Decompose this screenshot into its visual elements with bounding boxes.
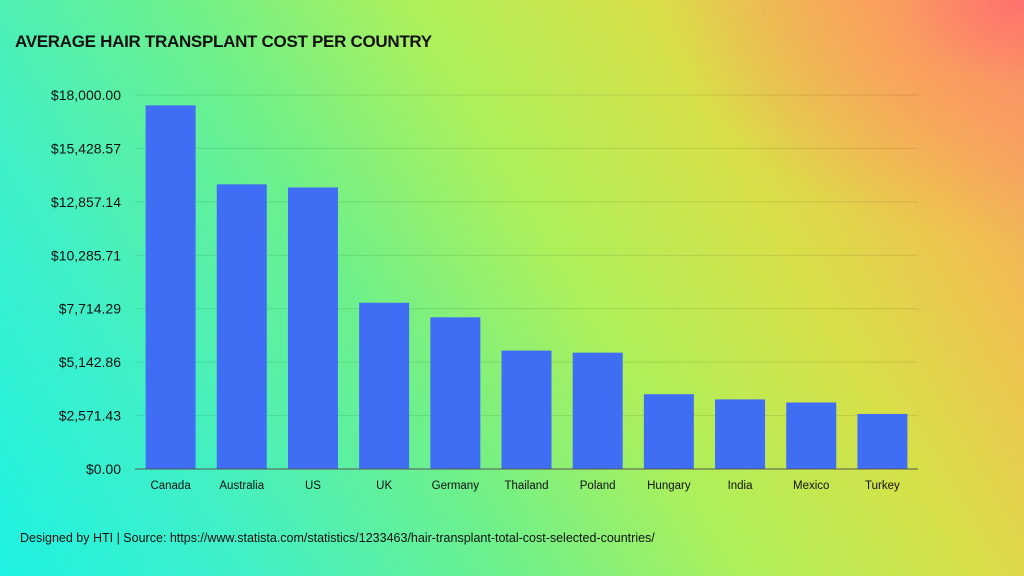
y-tick-label: $15,428.57 [51, 140, 121, 156]
bar [430, 317, 481, 469]
x-tick-label: UK [376, 480, 392, 492]
bars [145, 105, 908, 469]
bar [786, 402, 837, 469]
bar [857, 413, 908, 469]
y-tick-label: $7,714.29 [59, 301, 121, 317]
bar [501, 350, 552, 469]
x-tick-label: Germany [432, 480, 480, 492]
x-axis: Canada Australia US UK Germany Thailand Poland… [135, 468, 918, 492]
y-tick-label: $12,857.14 [51, 194, 121, 210]
y-tick-label: $18,000.00 [51, 87, 121, 103]
bar [145, 105, 196, 469]
x-tick-label: India [728, 480, 754, 492]
bar [572, 352, 623, 469]
bar [216, 184, 267, 469]
bar [359, 302, 410, 469]
x-tick-label: Australia [219, 480, 264, 492]
bar [715, 399, 766, 469]
y-tick-label: $2,571.43 [59, 408, 121, 424]
y-axis: $0.00 $2,571.43 $5,142.86 $7,714.29 $10,285.… [51, 87, 121, 477]
bar [287, 187, 338, 469]
y-tick-label: $5,142.86 [59, 354, 121, 370]
x-tick-label: Hungary [647, 480, 691, 492]
source-credit: Designed by HTI | Source: https://www.st… [20, 531, 655, 545]
x-tick-label: Mexico [793, 480, 829, 492]
x-tick-label: US [305, 480, 321, 492]
x-tick-label: Thailand [504, 480, 548, 492]
x-tick-label: Turkey [865, 480, 900, 492]
x-tick-label: Poland [580, 480, 616, 492]
x-tick-label: Canada [150, 480, 191, 492]
bar [643, 394, 694, 469]
y-tick-label: $10,285.71 [51, 247, 121, 263]
chart-title: AVERAGE HAIR TRANSPLANT COST PER COUNTRY [15, 32, 432, 51]
y-tick-label: $0.00 [86, 461, 121, 477]
